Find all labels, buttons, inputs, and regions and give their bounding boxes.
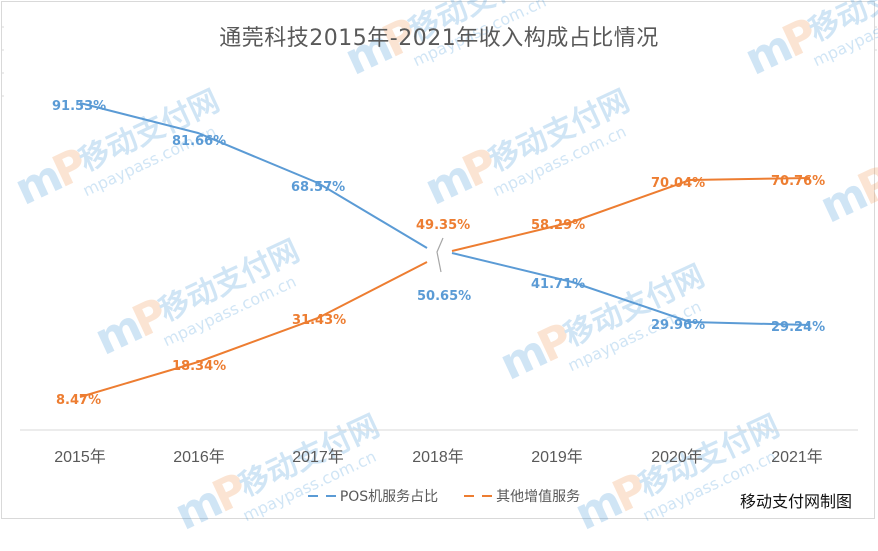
data-label: 29.96% <box>651 318 705 333</box>
data-label: 58.29% <box>531 218 585 233</box>
chart-title: 通莞科技2015年-2021年收入构成占比情况 <box>219 26 659 51</box>
chart-legend: POS机服务占比 其他增值服务 <box>0 486 878 506</box>
legend-label: 其他增值服务 <box>496 489 581 505</box>
chart-credit: 移动支付网制图 <box>739 492 852 511</box>
data-label: 31.43% <box>292 313 346 328</box>
other-line-segment-2 <box>451 177 811 252</box>
data-label: 49.35% <box>416 218 470 233</box>
x-axis-labels: 2015年 2016年 2017年 2018年 2019年 2020年 2021… <box>54 448 823 466</box>
pos-line-segment-1 <box>79 102 428 249</box>
data-label: 29.24% <box>771 320 825 335</box>
x-tick-label: 2015年 <box>54 448 106 466</box>
legend-item-pos[interactable]: POS机服务占比 <box>307 486 439 506</box>
x-tick-label: 2020年 <box>651 448 703 466</box>
x-tick-label: 2017年 <box>292 448 344 466</box>
legend-label: POS机服务占比 <box>339 489 439 505</box>
legend-swatch-icon <box>307 495 318 497</box>
legend-swatch-icon <box>464 495 475 497</box>
pos-line-segment-2 <box>451 252 811 326</box>
other-data-labels: 8.47% 18.34% 31.43% 49.35% 58.29% 70.04%… <box>56 174 825 408</box>
data-label: 70.04% <box>651 176 705 191</box>
x-tick-label: 2019年 <box>531 448 583 466</box>
data-label: 50.65% <box>417 289 471 304</box>
plot-area: 91.53% 81.66% 68.57% 50.65% 41.71% 29.96… <box>1 26 877 466</box>
x-tick-label: 2016年 <box>173 448 225 466</box>
pos-data-labels: 91.53% 81.66% 68.57% 50.65% 41.71% 29.96… <box>52 99 825 335</box>
data-label: 8.47% <box>56 393 101 408</box>
legend-swatch-icon <box>325 495 336 497</box>
data-label: 70.76% <box>771 174 825 189</box>
axis-break-icon <box>436 237 444 273</box>
data-label: 68.57% <box>291 180 345 195</box>
x-tick-label: 2021年 <box>771 448 823 466</box>
series-other <box>79 177 811 398</box>
other-line-segment-1 <box>79 261 428 398</box>
chart-frame <box>1 1 875 519</box>
data-label: 18.34% <box>172 359 226 374</box>
x-tick-label: 2018年 <box>412 448 464 466</box>
data-label: 91.53% <box>52 99 106 114</box>
series-pos <box>79 102 811 326</box>
legend-swatch-icon <box>482 495 493 497</box>
data-label: 81.66% <box>172 134 226 149</box>
legend-item-other[interactable]: 其他增值服务 <box>464 486 580 506</box>
frame-ticks <box>1 26 877 97</box>
data-label: 41.71% <box>531 277 585 292</box>
